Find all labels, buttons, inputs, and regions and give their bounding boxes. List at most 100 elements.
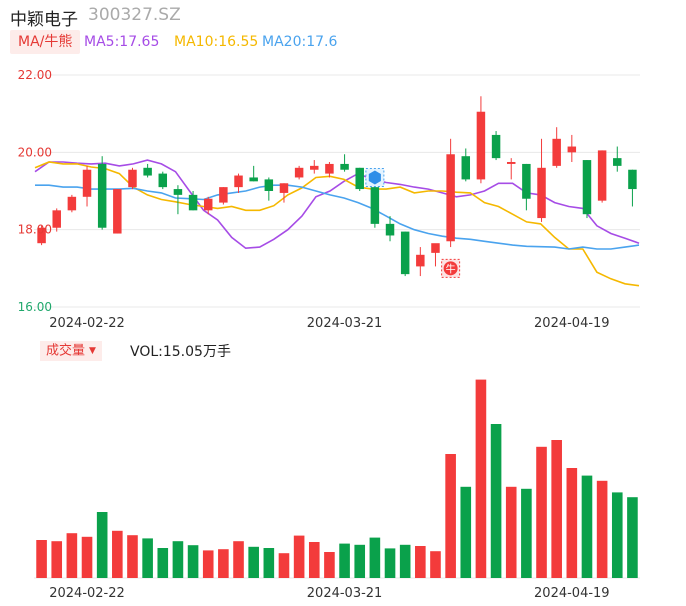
volume-bar <box>293 535 305 578</box>
candle <box>506 158 516 180</box>
candle <box>234 173 243 193</box>
marker-disc <box>443 261 458 276</box>
volume-bar <box>566 468 578 578</box>
candle <box>113 189 122 234</box>
marker-glyph: 牛 <box>446 262 456 275</box>
candle <box>37 225 46 246</box>
candle <box>597 150 607 203</box>
volume-bar <box>112 530 123 578</box>
candle-body <box>370 187 380 224</box>
volume-bar <box>551 440 562 578</box>
candle-body <box>582 160 592 215</box>
candle <box>552 127 561 168</box>
candle-body <box>37 227 46 244</box>
volume-bar <box>278 553 290 578</box>
moving-average-lines <box>34 159 640 287</box>
y-tick-label: 16.00 <box>18 300 52 314</box>
candle-body <box>97 163 107 228</box>
candle-body <box>82 169 92 197</box>
volume-bar <box>81 536 93 578</box>
y-tick-label: 18.00 <box>18 223 52 237</box>
y-tick-label: 20.00 <box>18 145 52 159</box>
candle-body <box>310 165 319 170</box>
candle-body <box>506 162 516 164</box>
candle-body <box>143 167 152 176</box>
volume-bar <box>127 535 138 578</box>
candle-body <box>113 189 122 234</box>
volume-bar <box>445 454 456 578</box>
legend-ma20: MA20:17.6 <box>262 34 338 50</box>
candle <box>264 177 274 201</box>
hexagon-marker-icon <box>365 167 385 187</box>
candle-body <box>294 167 304 178</box>
candle <box>249 165 258 182</box>
candle-body <box>340 163 349 170</box>
candle-body <box>249 177 258 182</box>
ma-indicator-selector[interactable]: MA/牛熊 <box>10 30 81 54</box>
volume-bar <box>157 548 169 578</box>
volume-bar <box>339 543 350 578</box>
volume-bar <box>521 488 532 578</box>
candle-body <box>400 231 410 275</box>
volume-bar <box>399 544 411 578</box>
candle <box>143 163 152 178</box>
candle-body <box>128 169 137 188</box>
volume-bar <box>460 486 472 578</box>
candle-body <box>431 243 440 253</box>
price-grid <box>34 74 640 308</box>
candle <box>567 134 577 162</box>
x-tick-label: 2024-04-19 <box>534 586 610 601</box>
volume-bar <box>233 541 244 578</box>
marker-hexagon <box>368 170 381 185</box>
candle-body <box>279 183 289 193</box>
volume-bar <box>218 549 229 578</box>
candle-body <box>264 179 274 191</box>
candle <box>582 160 592 219</box>
candle <box>128 167 137 190</box>
volume-bar <box>96 512 108 578</box>
volume-bar <box>202 550 214 578</box>
volume-value-label: VOL:15.05万手 <box>130 344 231 360</box>
volume-bar <box>475 379 487 578</box>
candle-body <box>158 173 168 188</box>
candle-body <box>52 210 61 228</box>
candle <box>370 183 380 228</box>
volume-bar <box>66 533 78 578</box>
candle <box>310 160 319 174</box>
candle <box>476 96 486 184</box>
candle-body <box>613 158 622 166</box>
candle-body <box>461 156 471 180</box>
candle-body <box>416 254 425 267</box>
candle-body <box>355 167 364 190</box>
legend-ma10: MA10:16.55 <box>174 34 259 50</box>
candle <box>279 183 289 203</box>
candle <box>431 243 440 267</box>
volume-bar <box>324 552 335 578</box>
candle-body <box>67 196 77 211</box>
volume-bar <box>505 486 517 578</box>
price-y-axis: 22.00 20.00 18.00 16.00 <box>18 68 52 314</box>
volume-bar <box>490 424 502 578</box>
y-tick-label: 22.00 <box>18 68 52 82</box>
candle <box>188 191 198 211</box>
volume-bar <box>611 492 623 578</box>
x-tick-label: 2024-03-21 <box>307 586 383 601</box>
candle-body <box>567 146 577 153</box>
volume-indicator-selector[interactable]: 成交量 ▼ <box>40 341 102 361</box>
candle <box>613 146 622 172</box>
volume-bar <box>354 544 366 578</box>
volume-bars <box>36 379 638 578</box>
signal-markers: 牛 <box>365 167 461 278</box>
candle-body <box>203 198 213 211</box>
candle-body <box>446 154 455 242</box>
candle <box>537 138 546 222</box>
candle-body <box>522 163 531 199</box>
candle <box>325 162 334 178</box>
candle-body <box>476 111 486 180</box>
ma-line-ma10 <box>34 161 640 287</box>
candle-body <box>219 187 228 203</box>
candle <box>355 167 364 191</box>
candle-body <box>234 175 243 188</box>
candle <box>173 185 183 215</box>
